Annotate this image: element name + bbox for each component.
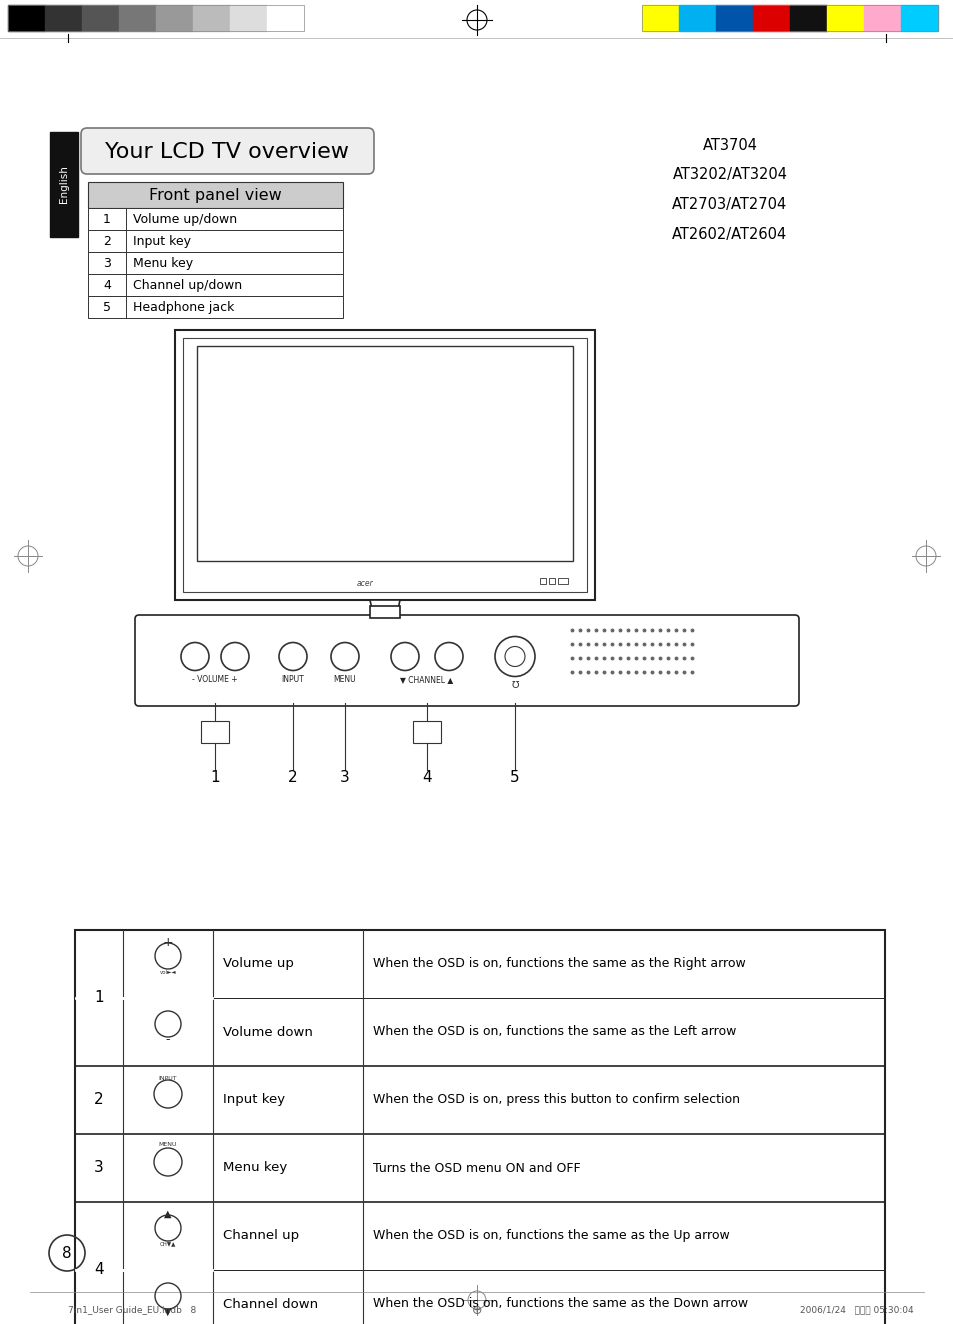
Bar: [82, 5, 119, 30]
Bar: [900, 5, 937, 30]
Bar: [230, 5, 267, 30]
Bar: [294, 628, 475, 642]
Bar: [370, 606, 399, 618]
Bar: [174, 330, 595, 600]
Text: AT2703/AT2704: AT2703/AT2704: [672, 197, 787, 212]
Polygon shape: [370, 600, 399, 628]
Text: Front panel view: Front panel view: [149, 188, 281, 203]
Bar: [641, 5, 937, 30]
Text: Volume up/down: Volume up/down: [132, 213, 237, 226]
Bar: [8, 5, 45, 30]
Text: 3: 3: [94, 1161, 104, 1176]
Bar: [679, 5, 716, 30]
Text: When the OSD is on, functions the same as the Right arrow: When the OSD is on, functions the same a…: [373, 957, 745, 970]
Bar: [88, 181, 343, 208]
Bar: [716, 5, 752, 30]
Bar: [88, 297, 343, 318]
Text: Input key: Input key: [223, 1094, 285, 1107]
Bar: [375, 618, 394, 645]
Text: Your LCD TV overview: Your LCD TV overview: [106, 142, 349, 162]
Bar: [413, 722, 440, 743]
Text: English: English: [59, 166, 69, 204]
Text: CH▼▲: CH▼▲: [160, 1242, 176, 1246]
Text: Volume down: Volume down: [223, 1026, 313, 1038]
Text: 4: 4: [94, 1263, 104, 1278]
Bar: [88, 274, 343, 297]
Text: +: +: [163, 936, 173, 948]
Bar: [826, 5, 863, 30]
Bar: [88, 252, 343, 274]
Text: AT3704: AT3704: [701, 138, 757, 152]
Text: ▼: ▼: [164, 1307, 172, 1317]
Text: 2006/1/24   六和五 05:30:04: 2006/1/24 六和五 05:30:04: [800, 1305, 913, 1315]
FancyBboxPatch shape: [81, 128, 374, 173]
Text: MENU: MENU: [158, 1141, 177, 1147]
Bar: [50, 132, 78, 237]
Text: 1: 1: [210, 771, 219, 785]
Text: AT3202/AT3204: AT3202/AT3204: [672, 168, 786, 183]
Text: When the OSD is on, functions the same as the Down arrow: When the OSD is on, functions the same a…: [373, 1298, 747, 1311]
Text: 1: 1: [94, 990, 104, 1005]
Text: Headphone jack: Headphone jack: [132, 301, 234, 314]
Bar: [88, 230, 343, 252]
Text: When the OSD is on, functions the same as the Up arrow: When the OSD is on, functions the same a…: [373, 1230, 729, 1242]
Text: 4: 4: [103, 279, 111, 293]
Text: 3: 3: [103, 257, 111, 270]
Text: INPUT: INPUT: [281, 675, 304, 685]
Text: 8: 8: [62, 1246, 71, 1260]
Bar: [75, 929, 884, 1324]
Bar: [539, 579, 545, 584]
Text: MENU: MENU: [334, 675, 355, 685]
Bar: [196, 346, 573, 561]
Bar: [752, 5, 789, 30]
Bar: [267, 5, 304, 30]
Text: 2: 2: [94, 1092, 104, 1107]
Bar: [558, 579, 567, 584]
FancyBboxPatch shape: [135, 616, 799, 706]
Text: Input key: Input key: [132, 234, 191, 248]
Text: - VOLUME +: - VOLUME +: [192, 675, 237, 685]
Text: 4: 4: [422, 771, 432, 785]
Bar: [138, 618, 795, 703]
Bar: [789, 5, 826, 30]
Text: 5: 5: [103, 301, 111, 314]
Bar: [8, 5, 304, 30]
Text: Menu key: Menu key: [223, 1161, 287, 1174]
FancyBboxPatch shape: [292, 625, 477, 645]
Text: AT2602/AT2604: AT2602/AT2604: [672, 228, 787, 242]
Text: Channel up/down: Channel up/down: [132, 279, 242, 293]
Bar: [45, 5, 82, 30]
Text: 2: 2: [288, 771, 297, 785]
Text: Menu key: Menu key: [132, 257, 193, 270]
Text: When the OSD is on, press this button to confirm selection: When the OSD is on, press this button to…: [373, 1094, 740, 1107]
Bar: [156, 5, 193, 30]
Bar: [88, 208, 343, 230]
Text: ℧: ℧: [511, 681, 518, 691]
Text: Channel up: Channel up: [223, 1230, 299, 1242]
Bar: [201, 722, 229, 743]
Text: INPUT: INPUT: [158, 1075, 177, 1080]
Text: 5: 5: [510, 771, 519, 785]
Text: ▼ CHANNEL ▲: ▼ CHANNEL ▲: [400, 675, 453, 685]
Text: Turns the OSD menu ON and OFF: Turns the OSD menu ON and OFF: [373, 1161, 580, 1174]
Text: 1: 1: [103, 213, 111, 226]
Text: Channel down: Channel down: [223, 1298, 317, 1311]
Text: acer: acer: [356, 580, 373, 588]
Text: 7in1_User Guide_EU.indb   8: 7in1_User Guide_EU.indb 8: [68, 1305, 196, 1315]
Text: When the OSD is on, functions the same as the Left arrow: When the OSD is on, functions the same a…: [373, 1026, 736, 1038]
Bar: [183, 338, 586, 592]
Text: -: -: [166, 1034, 170, 1046]
Text: ⊕: ⊕: [471, 1304, 482, 1316]
Bar: [193, 5, 230, 30]
Text: ▲: ▲: [164, 1209, 172, 1219]
Bar: [548, 579, 555, 584]
Bar: [641, 5, 679, 30]
Text: 3: 3: [340, 771, 350, 785]
Bar: [119, 5, 156, 30]
Text: 2: 2: [103, 234, 111, 248]
Text: Volume up: Volume up: [223, 957, 294, 970]
Text: vol►◄: vol►◄: [159, 969, 176, 974]
Bar: [863, 5, 900, 30]
